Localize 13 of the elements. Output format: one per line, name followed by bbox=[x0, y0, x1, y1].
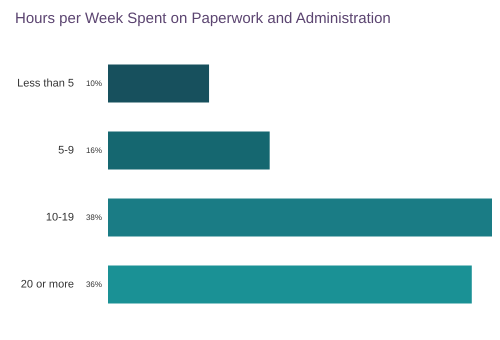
data-label: 36% bbox=[86, 280, 102, 289]
data-label: 16% bbox=[86, 146, 102, 155]
bar bbox=[108, 132, 270, 170]
data-label: 10% bbox=[86, 79, 102, 88]
y-tick-label: Less than 5 bbox=[17, 78, 74, 90]
y-tick-label: 5-9 bbox=[58, 144, 74, 156]
y-tick-label: 20 or more bbox=[20, 278, 74, 290]
bar bbox=[108, 266, 472, 304]
data-label: 38% bbox=[86, 213, 102, 222]
bar bbox=[108, 198, 492, 236]
bar bbox=[108, 64, 210, 102]
chart-title: Hours per Week Spent on Paperwork and Administration bbox=[15, 10, 391, 27]
y-tick-label: 10-19 bbox=[46, 212, 74, 224]
